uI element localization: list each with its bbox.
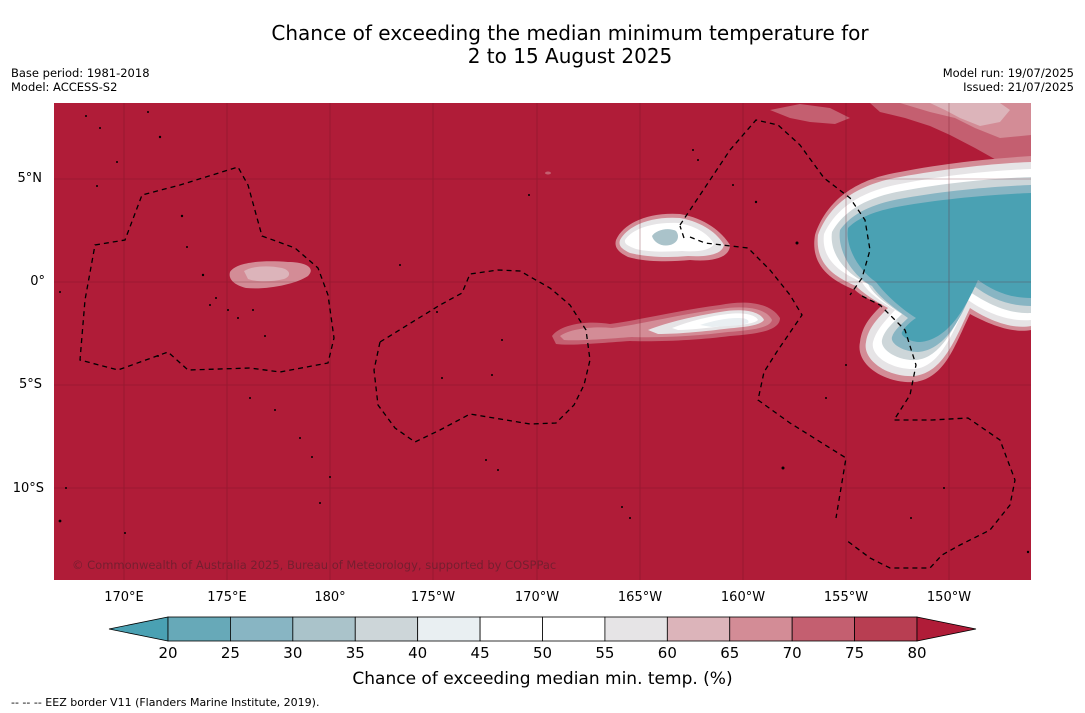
colorbar-over-arrow <box>916 616 977 642</box>
colorbar-bin <box>542 616 606 642</box>
title-line-2: 2 to 15 August 2025 <box>467 44 673 68</box>
colorbar-bin <box>417 616 481 642</box>
colorbar-bins <box>167 616 918 642</box>
lon-label-170e: 170°E <box>104 590 144 605</box>
eez-borders <box>79 119 1016 569</box>
colorbar-tick-label: 25 <box>220 644 240 662</box>
colorbar-tick-label: 55 <box>595 644 615 662</box>
graticule <box>54 103 1031 580</box>
colorbar-bin <box>604 616 668 642</box>
colorbar-tick-label: 45 <box>470 644 490 662</box>
colorbar-tick-label: 75 <box>845 644 865 662</box>
southern-streak <box>552 302 780 345</box>
colorbar-bin <box>666 616 731 642</box>
colorbar-tick-label: 40 <box>408 644 428 662</box>
colorbar-under-arrow <box>108 616 169 642</box>
meta-right: Model run: 19/07/2025 Issued: 21/07/2025 <box>943 66 1074 94</box>
lat-label-5n: 5°N <box>17 171 43 186</box>
islands <box>58 111 1030 554</box>
lon-label-165w: 165°W <box>617 590 663 605</box>
colorbar-bin <box>729 616 793 642</box>
western-pink-blob <box>229 261 311 289</box>
eez-tuvalu <box>79 166 335 373</box>
title-line-1: Chance of exceeding the median minimum t… <box>271 21 869 45</box>
colorbar <box>108 616 977 642</box>
model-run: Model run: 19/07/2025 <box>942 66 1074 80</box>
map-area <box>54 103 1031 580</box>
colorbar-bin <box>791 616 855 642</box>
lon-label-175e: 175°E <box>207 590 247 605</box>
issued-date: Issued: 21/07/2025 <box>963 80 1074 94</box>
colorbar-label: Chance of exceeding median min. temp. (%… <box>352 669 733 689</box>
eez-phoenix <box>373 269 591 443</box>
colorbar-bin <box>230 616 294 642</box>
lat-label-5s: 5°S <box>18 377 42 392</box>
lon-label-150w: 150°W <box>926 590 972 605</box>
colorbar-tick-label: 60 <box>657 644 677 662</box>
colorbar-tick-label: 80 <box>907 644 927 662</box>
colorbar-bin <box>292 616 356 642</box>
colorbar-bin <box>354 616 419 642</box>
lon-label-180: 180° <box>314 590 346 605</box>
colorbar-tick-label: 35 <box>345 644 365 662</box>
chart-title: Chance of exceeding the median minimum t… <box>0 22 1085 68</box>
base-period: Base period: 1981-2018 <box>11 66 150 80</box>
lat-label-0: 0° <box>30 274 45 289</box>
eez-north-west-lines <box>679 225 685 239</box>
copyright-text: © Commonwealth of Australia 2025, Bureau… <box>72 558 557 572</box>
meta-left: Base period: 1981-2018 Model: ACCESS-S2 <box>11 66 150 94</box>
east-cool-tongue <box>814 156 1031 383</box>
colorbar-tick-label: 70 <box>782 644 802 662</box>
colorbar-bin <box>167 616 231 642</box>
lon-label-160w: 160°W <box>720 590 766 605</box>
lat-label-10s: 10°S <box>12 481 44 496</box>
model-name: Model: ACCESS-S2 <box>11 80 118 94</box>
lon-label-175w: 175°W <box>410 590 456 605</box>
colorbar-tick-label: 50 <box>532 644 553 662</box>
colorbar-bin <box>479 616 543 642</box>
colorbar-tick-label: 30 <box>283 644 303 662</box>
central-cool-blob <box>615 213 730 262</box>
eez-cook-north <box>845 295 1016 569</box>
footnote: -- -- -- EEZ border V11 (Flanders Marine… <box>11 696 320 709</box>
colorbar-tick-label: 20 <box>158 644 178 662</box>
colorbar-bin <box>854 616 918 642</box>
colorbar-tick-label: 65 <box>720 644 740 662</box>
eez-line-islands <box>679 119 871 296</box>
lon-label-170w: 170°W <box>514 590 560 605</box>
lon-label-155w: 155°W <box>823 590 869 605</box>
northeast-anomaly <box>770 103 1031 165</box>
